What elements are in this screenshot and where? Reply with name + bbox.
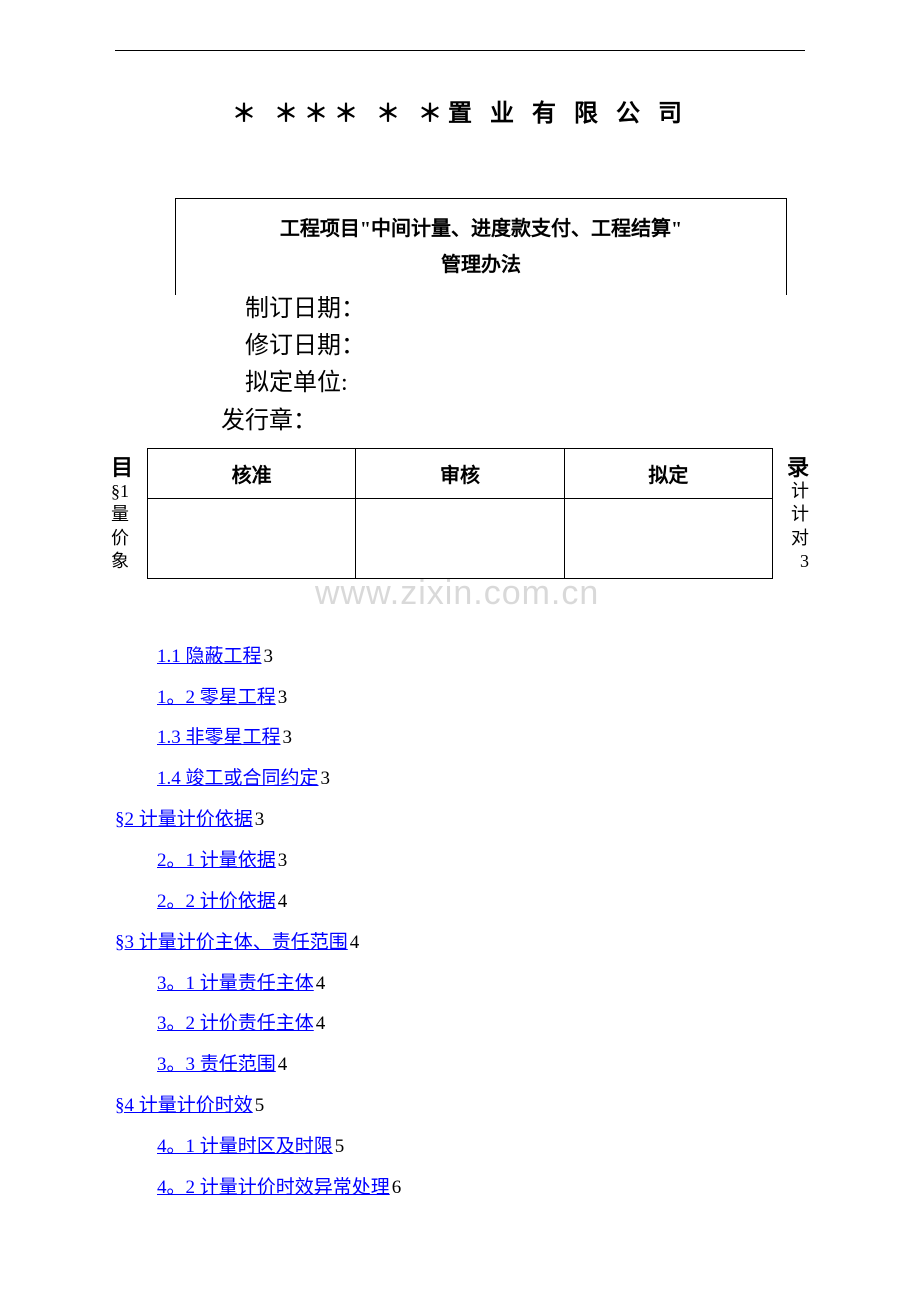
- company-title: ＊ ＊＊＊ ＊ ＊置 业 有 限 公 司: [115, 93, 805, 128]
- toc-page: 3: [255, 809, 265, 830]
- meta-drafter: 拟定单位:: [245, 365, 805, 402]
- meta-date-revise: 修订日期：: [245, 328, 805, 365]
- approval-header-row: 核准 审核 拟定: [148, 448, 773, 498]
- toc-side-left: §1 量 价 象: [111, 480, 131, 574]
- toc-page: 4: [278, 1054, 288, 1075]
- toc-link[interactable]: §2 计量计价依据: [115, 809, 253, 830]
- subtitle-box: 工程项目"中间计量、进度款支付、工程结算" 管理办法: [175, 198, 787, 295]
- toc-wrapper: 目 录 §1 量 价 象 计 计 对 3 核准 审核 拟定 ww: [115, 448, 805, 579]
- toc-label-left: 目: [111, 450, 133, 482]
- approval-col-draft: 拟定: [564, 448, 772, 498]
- approval-cell-approve: [148, 498, 356, 578]
- toc-link[interactable]: §4 计量计价时效: [115, 1095, 253, 1116]
- toc-page: 3: [278, 687, 288, 708]
- side-left-c3: 象: [111, 550, 131, 573]
- approval-body-row: [148, 498, 773, 578]
- meta-stamp: 发行章：: [221, 403, 805, 440]
- approval-cell-review: [356, 498, 564, 578]
- side-right-c2: 计: [789, 503, 809, 526]
- toc-item: 4。2 计量计价时效异常处理6: [157, 1168, 805, 1209]
- approval-col-approve: 核准: [148, 448, 356, 498]
- toc-label-right: 录: [787, 450, 809, 482]
- toc-page: 5: [335, 1136, 345, 1157]
- approval-table: 核准 审核 拟定: [147, 448, 773, 579]
- toc-link[interactable]: 4。2 计量计价时效异常处理: [157, 1177, 390, 1198]
- toc-link[interactable]: 3。2 计价责任主体: [157, 1013, 314, 1034]
- toc-link[interactable]: 1。2 零星工程: [157, 687, 276, 708]
- toc-link[interactable]: 1.4 竣工或合同约定: [157, 768, 319, 789]
- toc-page: 4: [316, 973, 326, 994]
- toc-page: 3: [283, 727, 293, 748]
- subtitle-line2: 管理办法: [196, 249, 766, 281]
- toc-link[interactable]: 3。3 责任范围: [157, 1054, 276, 1075]
- toc-list: 1.1 隐蔽工程3 1。2 零星工程3 1.3 非零星工程3 1.4 竣工或合同…: [115, 637, 805, 1209]
- toc-link[interactable]: §3 计量计价主体、责任范围: [115, 932, 348, 953]
- toc-item: 1.3 非零星工程3: [157, 718, 805, 759]
- toc-item: 1.1 隐蔽工程3: [157, 637, 805, 678]
- side-right-c1: 计: [789, 480, 809, 503]
- toc-side-right: 计 计 对 3: [789, 480, 809, 574]
- toc-page: 3: [321, 768, 331, 789]
- meta-date-create: 制订日期：: [245, 291, 805, 328]
- toc-item: 4。1 计量时区及时限5: [157, 1127, 805, 1168]
- toc-page: 4: [278, 891, 288, 912]
- toc-page: 4: [350, 932, 360, 953]
- toc-item: 1。2 零星工程3: [157, 678, 805, 719]
- side-left-c1: 量: [111, 503, 131, 526]
- watermark-text: www.zixin.com.cn: [315, 574, 599, 613]
- toc-link[interactable]: 2。1 计量依据: [157, 850, 276, 871]
- toc-item: 2。1 计量依据3: [157, 841, 805, 882]
- toc-page: 3: [278, 850, 288, 871]
- toc-item: §4 计量计价时效5: [115, 1086, 805, 1127]
- approval-cell-draft: [564, 498, 772, 578]
- toc-item: 3。2 计价责任主体4: [157, 1004, 805, 1045]
- toc-item: 3。3 责任范围4: [157, 1045, 805, 1086]
- toc-item: 2。2 计价依据4: [157, 882, 805, 923]
- toc-item: §2 计量计价依据3: [115, 800, 805, 841]
- document-page: ＊ ＊＊＊ ＊ ＊置 业 有 限 公 司 工程项目"中间计量、进度款支付、工程结…: [0, 0, 920, 1259]
- toc-page: 5: [255, 1095, 265, 1116]
- toc-item: 1.4 竣工或合同约定3: [157, 759, 805, 800]
- approval-col-review: 审核: [356, 448, 564, 498]
- subtitle-line1: 工程项目"中间计量、进度款支付、工程结算": [196, 213, 766, 245]
- top-rule: [115, 50, 805, 51]
- side-left-c2: 价: [111, 527, 131, 550]
- toc-link[interactable]: 3。1 计量责任主体: [157, 973, 314, 994]
- toc-link[interactable]: 1.1 隐蔽工程: [157, 646, 262, 667]
- side-right-c3: 对: [789, 527, 809, 550]
- side-right-n1: 3: [789, 550, 809, 573]
- meta-section: 制订日期： 修订日期： 拟定单位: 发行章：: [245, 291, 805, 440]
- toc-item: 3。1 计量责任主体4: [157, 964, 805, 1005]
- toc-page: 3: [264, 646, 274, 667]
- toc-page: 4: [316, 1013, 326, 1034]
- toc-link[interactable]: 4。1 计量时区及时限: [157, 1136, 333, 1157]
- toc-page: 6: [392, 1177, 402, 1198]
- toc-link[interactable]: 1.3 非零星工程: [157, 727, 281, 748]
- toc-item: §3 计量计价主体、责任范围4: [115, 923, 805, 964]
- toc-link[interactable]: 2。2 计价依据: [157, 891, 276, 912]
- side-left-s1: §1: [111, 480, 131, 503]
